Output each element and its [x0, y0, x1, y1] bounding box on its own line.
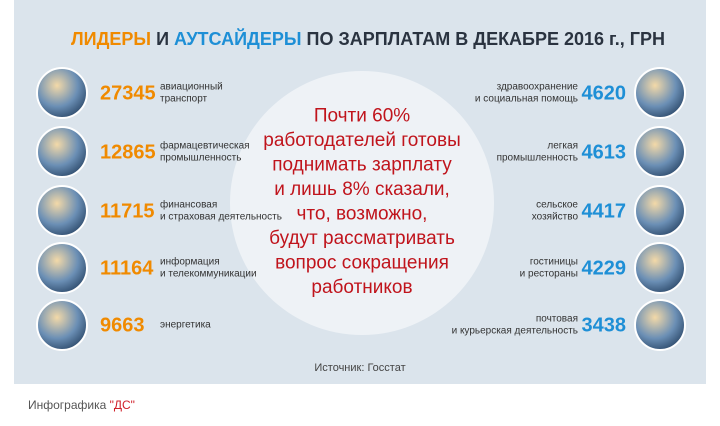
outsider-label: и рестораны [520, 269, 578, 280]
leader-value: 27345 [100, 82, 156, 104]
leader-label: и телекоммуникации [160, 269, 257, 280]
outsider-value: 4620 [582, 82, 627, 104]
leader-label: авиационный [160, 82, 223, 93]
title-leaders: ЛИДЕРЫ [71, 29, 151, 49]
icon [634, 299, 686, 351]
center-text: что, возможно, [297, 203, 428, 224]
footer: Инфографика "ДС" [28, 398, 135, 412]
icon [634, 126, 686, 178]
icon [634, 242, 686, 294]
title-and: И [156, 29, 169, 49]
icon [36, 299, 88, 351]
outsider-label: и курьерская деятельность [452, 326, 578, 337]
leader-label: промышленность [160, 153, 241, 164]
center-text: поднимать зарплату [272, 154, 452, 175]
center-text: работодателей готовы [263, 130, 460, 151]
title-outsiders: АУТСАЙДЕРЫ [174, 28, 301, 49]
icon [36, 126, 88, 178]
leader-value: 12865 [100, 141, 156, 163]
center-circle [230, 71, 494, 335]
outsider-label: почтовая [536, 314, 578, 325]
leader-label: транспорт [160, 94, 208, 105]
outsider-value: 3438 [582, 314, 627, 336]
leader-label: информация [160, 256, 220, 268]
leader-label: финансовая [160, 199, 217, 211]
outsider-label: промышленность [497, 153, 578, 164]
source: Источник: Госстат [314, 362, 405, 374]
outsider-label: гостиницы [530, 257, 578, 268]
leader-label: фармацевтическая [160, 140, 250, 152]
center-text: будут рассматривать [269, 228, 455, 249]
leader-value: 11164 [100, 257, 154, 279]
icon [36, 242, 88, 294]
leader-label: энергетика [160, 320, 211, 331]
outsider-label: легкая [547, 141, 578, 152]
outsider-label: и социальная помощь [475, 94, 578, 105]
center-text: вопрос сокращения [275, 252, 449, 273]
outsider-value: 4229 [582, 257, 627, 279]
center-text: и лишь 8% сказали, [274, 179, 450, 200]
footer-brand: "ДС" [110, 398, 135, 412]
icon [634, 67, 686, 119]
footer-text: Инфографика [28, 398, 110, 412]
title: ЛИДЕРЫ И АУТСАЙДЕРЫ ПО ЗАРПЛАТАМ В ДЕКАБ… [71, 28, 665, 49]
center-text: работников [311, 277, 412, 298]
leader-value: 9663 [100, 314, 145, 336]
icon [36, 185, 88, 237]
outsider-value: 4613 [582, 141, 627, 163]
outsider-value: 4417 [582, 200, 627, 222]
icon [36, 67, 88, 119]
title-rest: ПО ЗАРПЛАТАМ В ДЕКАБРЕ 2016 г., ГРН [307, 29, 665, 49]
center-text: Почти 60% [314, 105, 410, 126]
outsider-label: сельское [536, 200, 578, 211]
icon [634, 185, 686, 237]
leader-label: и страховая деятельность [160, 212, 282, 223]
outsider-label: здравоохранение [497, 82, 579, 93]
outsider-label: хозяйство [532, 212, 579, 223]
leader-value: 11715 [100, 200, 155, 222]
